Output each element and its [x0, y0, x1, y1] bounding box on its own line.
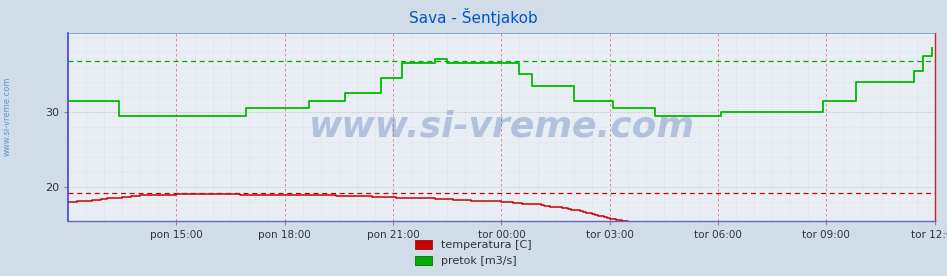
Legend: temperatura [C], pretok [m3/s]: temperatura [C], pretok [m3/s] — [411, 235, 536, 270]
Text: www.si-vreme.com: www.si-vreme.com — [309, 110, 694, 144]
Text: www.si-vreme.com: www.si-vreme.com — [3, 76, 12, 156]
Text: Sava - Šentjakob: Sava - Šentjakob — [409, 8, 538, 26]
